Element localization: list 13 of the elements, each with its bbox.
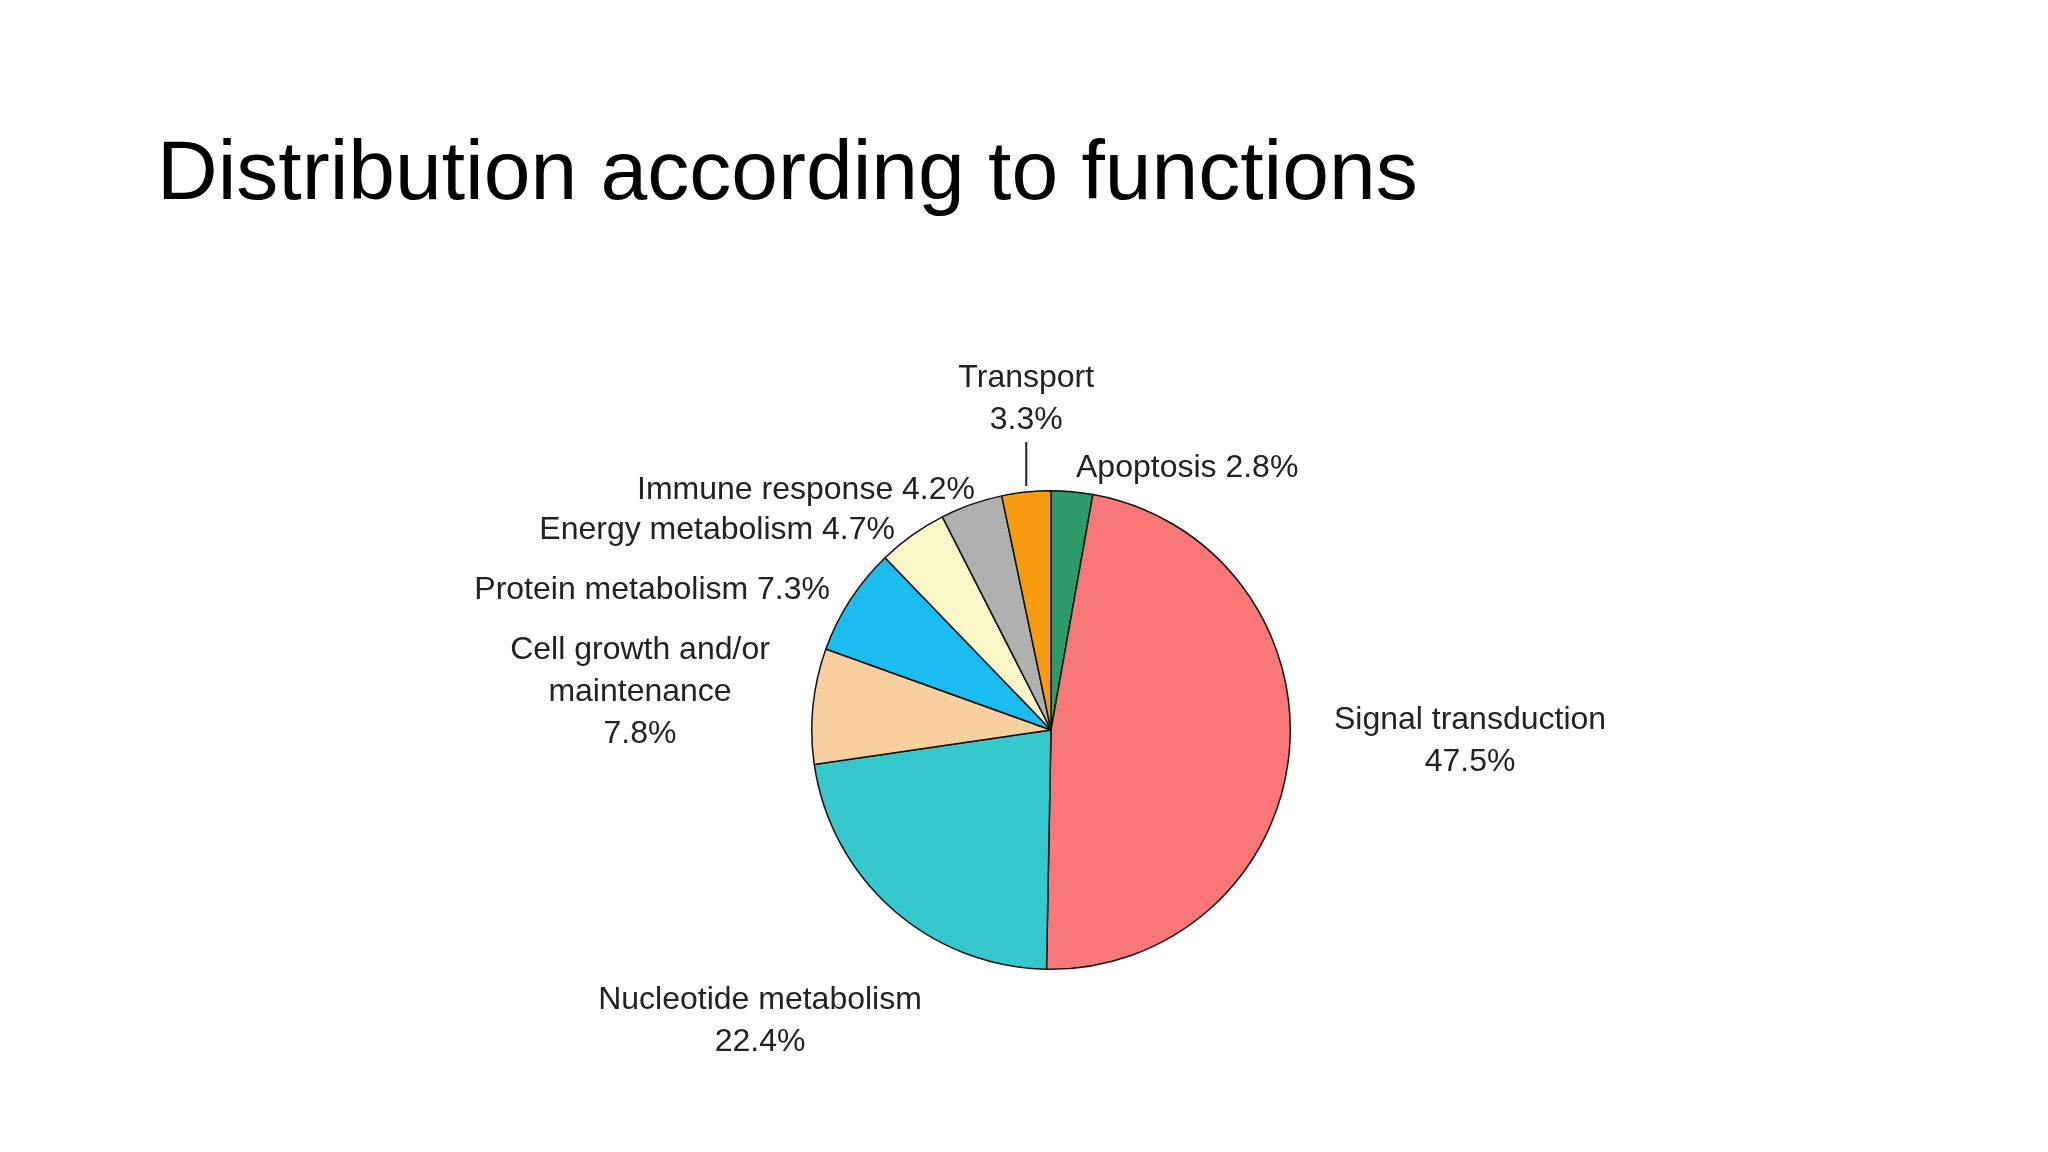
- slice-label: Cell growth and/or maintenance: [510, 629, 771, 708]
- slice-label: Energy metabolism 4.7%: [539, 509, 895, 546]
- slice-label: Transport: [958, 357, 1095, 394]
- slice-label: Immune response 4.2%: [637, 469, 975, 506]
- slice-label: Apoptosis 2.8%: [1076, 447, 1299, 484]
- chart-title: Distribution according to functions: [157, 122, 1418, 219]
- data-label: 7.8%: [603, 713, 677, 750]
- data-label: 47.5%: [1424, 741, 1516, 778]
- slice-label: Protein metabolism 7.3%: [474, 569, 830, 606]
- slice-label: Signal transduction: [1333, 699, 1607, 736]
- slice-label: Nucleotide metabolism: [598, 979, 922, 1016]
- data-label: 22.4%: [714, 1021, 806, 1058]
- data-label: 3.3%: [989, 399, 1063, 436]
